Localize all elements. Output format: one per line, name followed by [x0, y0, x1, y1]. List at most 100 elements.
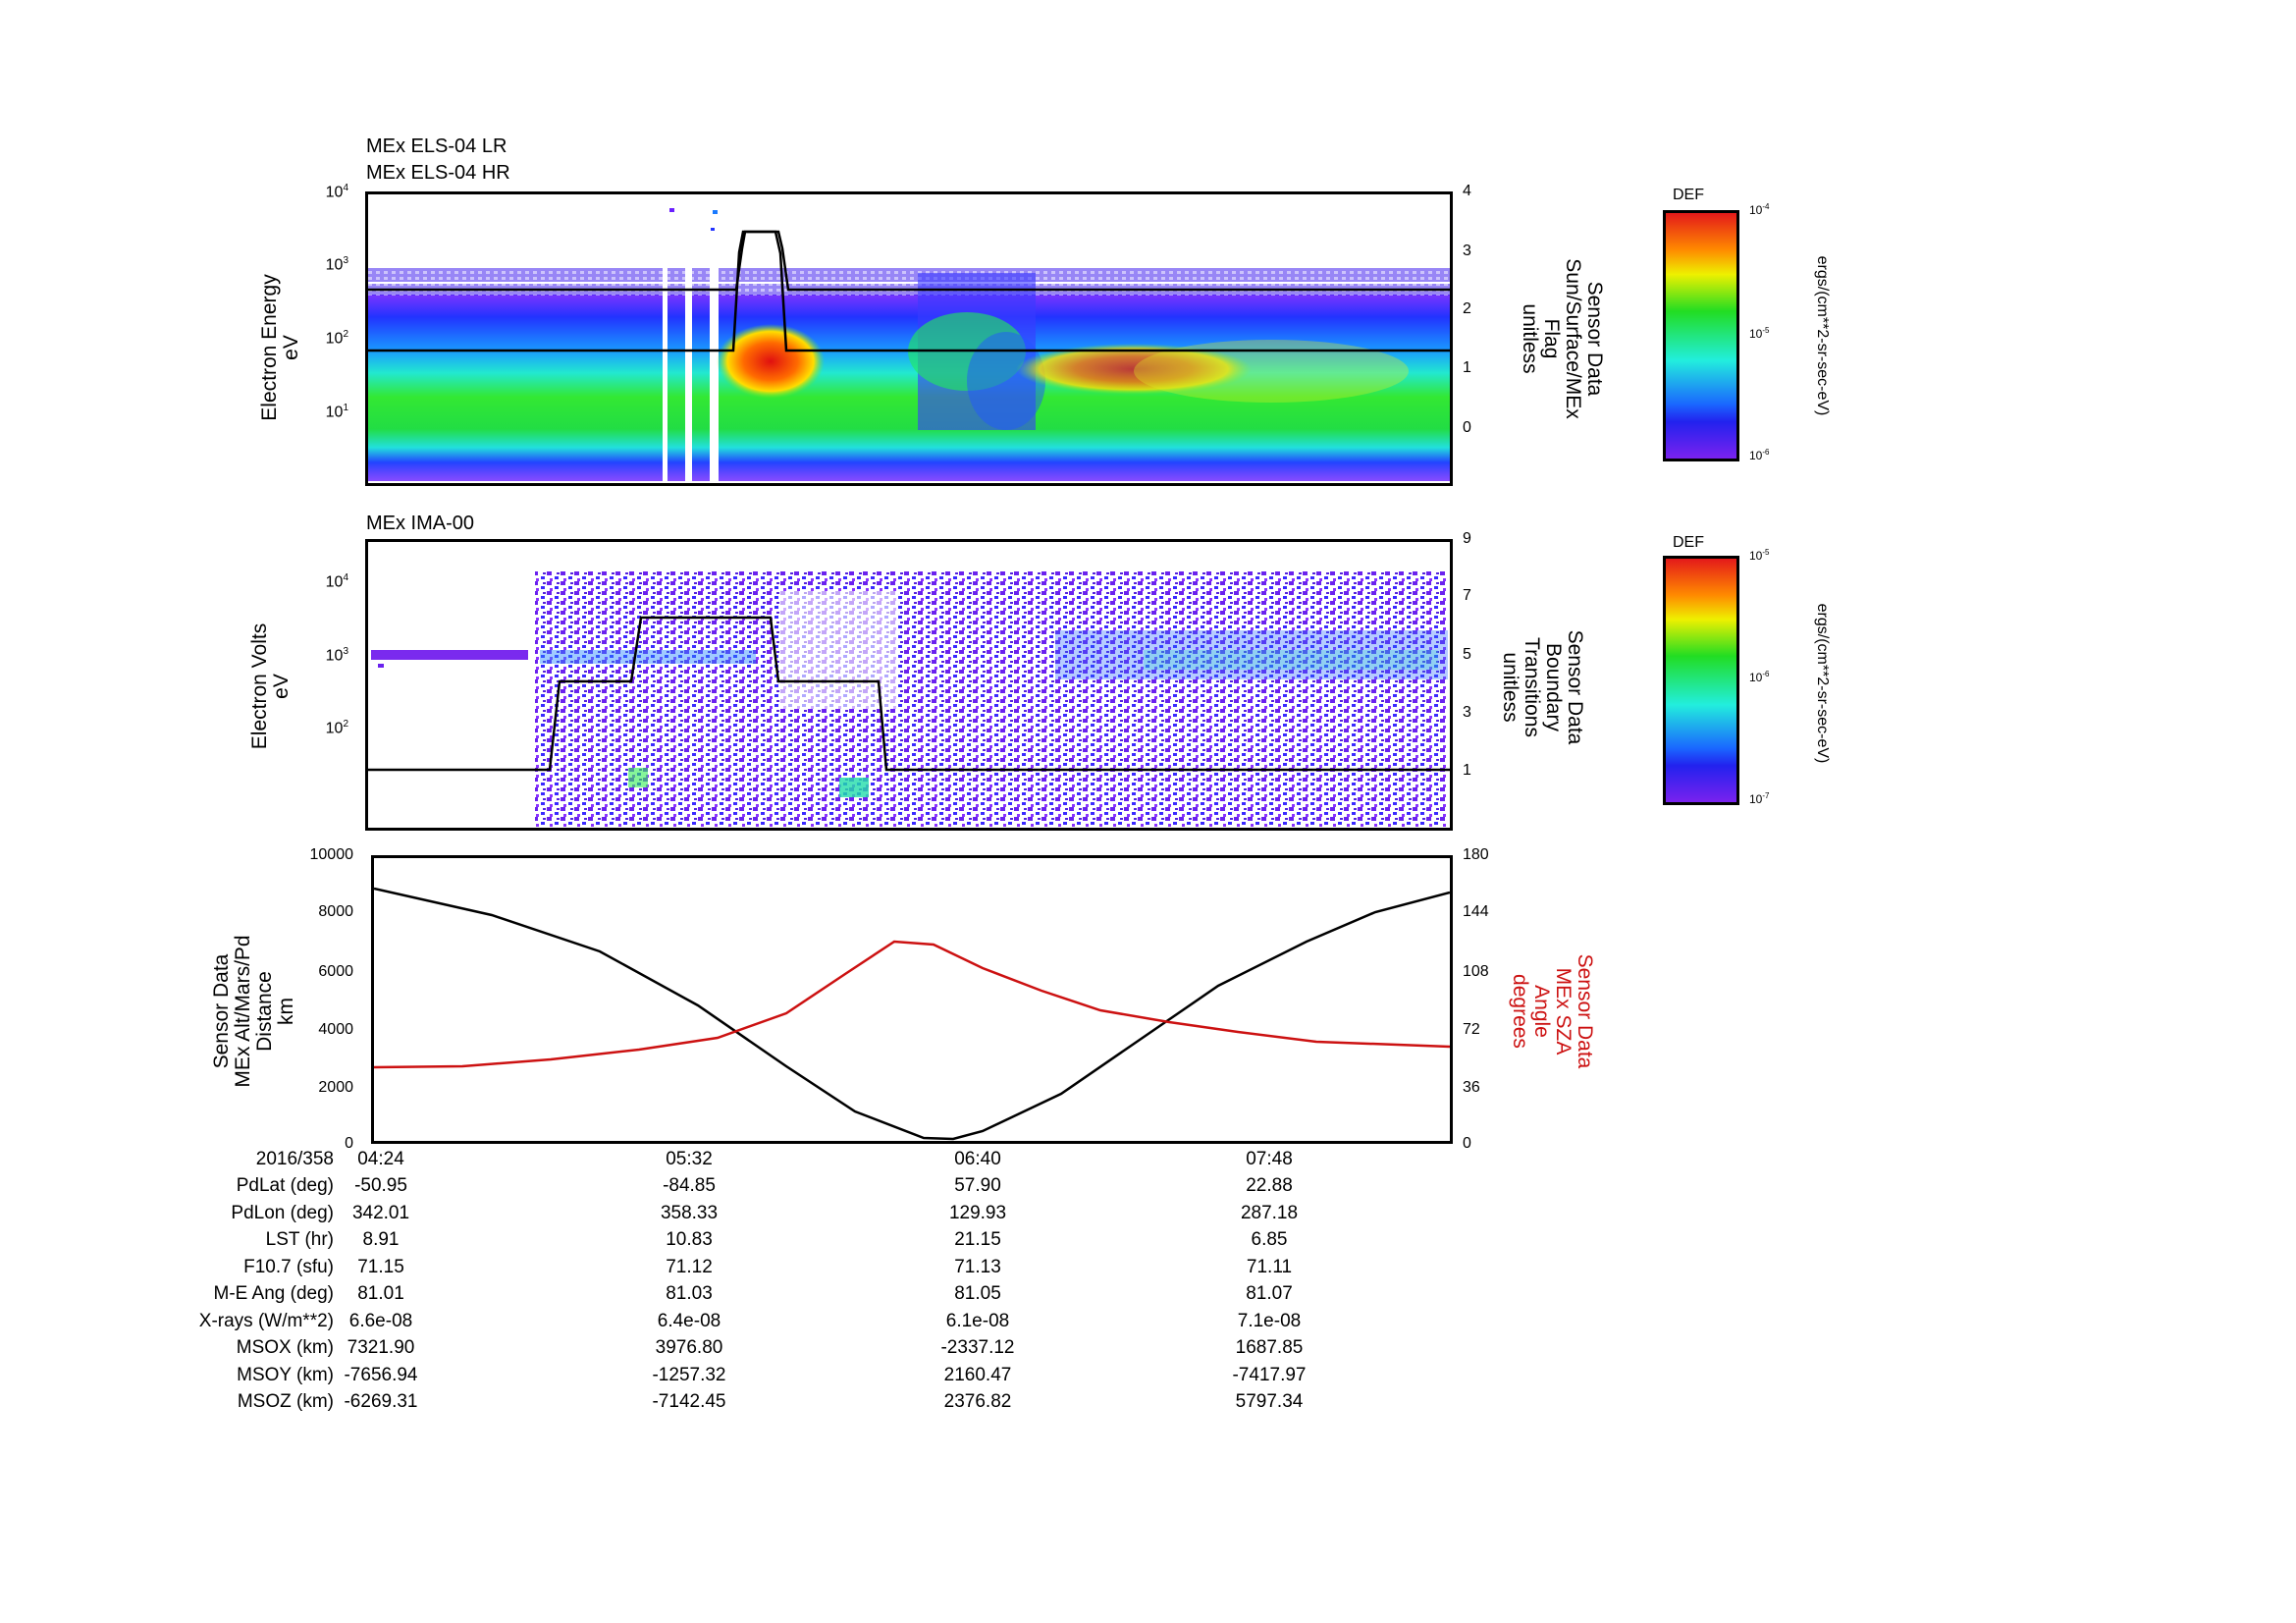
top-panel-right-ylabel: Sensor Data Sun/Surface/MEx Flag unitles…: [1519, 258, 1606, 419]
ephemeris-value: 2376.82: [943, 1391, 1012, 1412]
middle-ytick-10-4: 104: [325, 572, 348, 591]
ephemeris-value: -1257.32: [652, 1364, 726, 1385]
ephemeris-value: 5797.34: [1235, 1391, 1304, 1412]
ephemeris-value: 71.15: [357, 1256, 404, 1277]
ephemeris-value: 8.91: [362, 1229, 400, 1250]
bottom-ytick-10000: 10000: [309, 846, 354, 863]
top-right-ytick-3: 3: [1463, 243, 1471, 259]
top-colorbar-max: 10-4: [1749, 202, 1770, 217]
ephemeris-row-label: PdLon (deg): [231, 1202, 334, 1223]
ephemeris-value: 21.15: [954, 1229, 1001, 1250]
ephemeris-value: 3976.80: [655, 1337, 723, 1358]
top-ytick-10-3: 103: [325, 255, 348, 274]
time-tick-0: 04:24: [357, 1149, 404, 1169]
top-colorbar-mid: 10-5: [1749, 326, 1770, 341]
ephemeris-value: -6269.31: [344, 1391, 418, 1412]
ephemeris-value: -7417.97: [1232, 1364, 1307, 1385]
middle-spectrogram-plot: [368, 571, 1450, 827]
top-panel-title-1: MEx ELS-04 LR: [366, 135, 507, 157]
ephemeris-value: 81.07: [1246, 1283, 1293, 1304]
ephemeris-value: 71.13: [954, 1256, 1001, 1277]
ephemeris-row: MSOY (km) -7656.94 -1257.32 2160.47 -7417.97: [0, 1365, 1472, 1386]
ephemeris-value: 81.05: [954, 1283, 1001, 1304]
top-right-ytick-1: 1: [1463, 359, 1471, 376]
ephemeris-value: 1687.85: [1235, 1337, 1304, 1358]
ephemeris-value: 57.90: [954, 1175, 1001, 1196]
ephemeris-value: 81.03: [666, 1283, 713, 1304]
bottom-right-ytick-0: 0: [1463, 1135, 1471, 1152]
ephemeris-value: 7.1e-08: [1237, 1310, 1302, 1331]
middle-panel-ylabel: Electron Volts eV: [248, 622, 293, 750]
top-right-ytick-0: 0: [1463, 419, 1471, 436]
ephemeris-row: MSOZ (km) -6269.31 -7142.45 2376.82 5797.34: [0, 1391, 1472, 1413]
bottom-panel-right-ylabel: Sensor Data MEx SZA Angle degrees: [1509, 953, 1596, 1069]
ephemeris-value: 10.83: [666, 1229, 713, 1250]
top-colorbar-min: 10-6: [1749, 448, 1770, 462]
ephemeris-value: 358.33: [660, 1202, 719, 1223]
middle-ytick-10-2: 102: [325, 719, 348, 737]
ephemeris-row-label: X-rays (W/m**2): [198, 1310, 334, 1331]
bottom-ytick-2000: 2000: [318, 1079, 353, 1096]
bottom-right-ytick-108: 108: [1463, 963, 1489, 980]
time-tick-2: 06:40: [954, 1149, 1001, 1169]
ephemeris-row: MSOX (km) 7321.90 3976.80 -2337.12 1687.85: [0, 1337, 1472, 1359]
bottom-line-plot: [374, 887, 1450, 1141]
ephemeris-row: F10.7 (sfu) 71.15 71.12 71.13 71.11: [0, 1257, 1472, 1278]
ephemeris-value: 2160.47: [943, 1364, 1012, 1385]
top-ytick-10-4: 104: [325, 183, 348, 201]
top-colorbar: [1663, 210, 1739, 461]
middle-right-ytick-5: 5: [1463, 646, 1471, 663]
middle-right-ytick-9: 9: [1463, 530, 1471, 547]
middle-ytick-10-3: 103: [325, 646, 348, 665]
top-colorbar-title: DEF: [1673, 187, 1704, 203]
ephemeris-row: LST (hr) 8.91 10.83 21.15 6.85: [0, 1229, 1472, 1251]
ephemeris-value: 129.93: [948, 1202, 1007, 1223]
ephemeris-row-label: M-E Ang (deg): [213, 1283, 335, 1304]
bottom-right-ytick-72: 72: [1463, 1021, 1480, 1038]
ephemeris-row-label: MSOY (km): [237, 1364, 334, 1385]
ephemeris-row-label: LST (hr): [265, 1229, 334, 1250]
bottom-panel-ylabel: Sensor Data MEx Alt/Mars/Pd Distance km: [210, 935, 297, 1088]
ephemeris-value: -7142.45: [652, 1391, 726, 1412]
top-ytick-10-1: 101: [325, 403, 348, 421]
middle-colorbar-units: ergs/(cm**2-sr-sec-eV): [1814, 603, 1831, 764]
ephemeris-value: 6.1e-08: [945, 1310, 1010, 1331]
middle-right-ytick-1: 1: [1463, 762, 1471, 779]
top-ytick-10-2: 102: [325, 329, 348, 348]
ephemeris-row: M-E Ang (deg) 81.01 81.03 81.05 81.07: [0, 1283, 1472, 1305]
top-right-ytick-2: 2: [1463, 300, 1471, 317]
top-spectrogram-plot: [368, 194, 1450, 483]
middle-panel-right-ylabel: Sensor Data Boundary Transitions unitles…: [1499, 629, 1586, 745]
time-tick-1: 05:32: [666, 1149, 713, 1169]
ephemeris-value: 342.01: [351, 1202, 410, 1223]
ephemeris-value: 71.12: [666, 1256, 713, 1277]
middle-right-ytick-3: 3: [1463, 704, 1471, 721]
ephemeris-row: PdLon (deg) 342.01 358.33 129.93 287.18: [0, 1203, 1472, 1224]
ephemeris-value: 71.11: [1246, 1256, 1293, 1277]
ephemeris-value: 81.01: [357, 1283, 404, 1304]
middle-colorbar-min: 10-7: [1749, 791, 1770, 806]
ephemeris-value: 6.4e-08: [657, 1310, 721, 1331]
ephemeris-row-label: MSOX (km): [236, 1337, 334, 1358]
middle-colorbar-max: 10-5: [1749, 548, 1770, 563]
ephemeris-row-label: MSOZ (km): [237, 1391, 334, 1412]
bottom-right-ytick-36: 36: [1463, 1079, 1480, 1096]
bottom-line-panel: [371, 855, 1453, 1144]
middle-colorbar-mid: 10-6: [1749, 670, 1770, 684]
ephemeris-row: X-rays (W/m**2) 6.6e-08 6.4e-08 6.1e-08 7.1e…: [0, 1311, 1472, 1332]
ephemeris-value: -2337.12: [940, 1337, 1015, 1358]
top-spectrogram-panel: [365, 191, 1453, 486]
bottom-ytick-6000: 6000: [318, 963, 353, 980]
top-colorbar-units: ergs/(cm**2-sr-sec-eV): [1814, 255, 1831, 416]
ephemeris-row: PdLat (deg) -50.95 -84.85 57.90 22.88: [0, 1175, 1472, 1197]
date-label: 2016/358: [255, 1149, 334, 1169]
ephemeris-row-label: PdLat (deg): [236, 1175, 334, 1196]
bottom-ytick-8000: 8000: [318, 903, 353, 920]
ephemeris-row-label: F10.7 (sfu): [243, 1256, 334, 1277]
middle-spectrogram-panel: [365, 539, 1453, 831]
ephemeris-value: 6.6e-08: [348, 1310, 413, 1331]
middle-right-ytick-7: 7: [1463, 587, 1471, 604]
middle-colorbar-title: DEF: [1673, 534, 1704, 551]
top-right-ytick-4: 4: [1463, 183, 1471, 199]
ephemeris-value: 287.18: [1240, 1202, 1299, 1223]
